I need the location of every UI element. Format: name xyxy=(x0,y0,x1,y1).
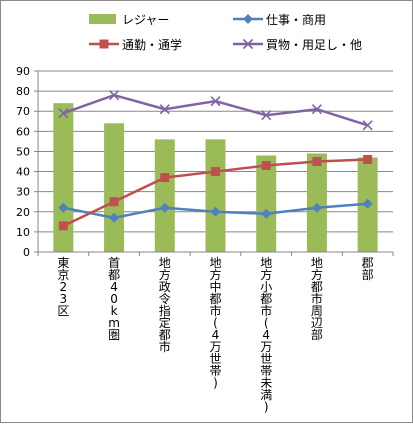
data-point xyxy=(159,104,170,115)
bar xyxy=(205,139,226,252)
bar xyxy=(256,155,277,252)
legend-marker xyxy=(243,14,253,24)
x-tick-label: 地方中都市(4 万世帯) xyxy=(209,256,221,390)
legend-label: 買物・用足し・他 xyxy=(266,38,362,52)
data-point xyxy=(312,157,322,166)
x-tick-label: 首都 4 0 k m 圏 xyxy=(108,256,120,342)
x-tick-label: 東京 2 3 区 xyxy=(57,256,69,318)
y-tick-labels: 0 10 20 30 40 50 60 70 80 90 xyxy=(16,65,30,259)
legend-item: レジャー xyxy=(89,13,169,27)
series-line xyxy=(62,93,369,127)
legend-marker xyxy=(242,38,254,50)
data-point xyxy=(311,104,322,115)
data-point xyxy=(311,202,322,213)
data-point xyxy=(362,120,373,131)
bar xyxy=(104,123,125,253)
y-tick-label: 30 xyxy=(16,186,30,199)
x-tick-label: 郡部 xyxy=(362,256,374,282)
bar xyxy=(306,153,327,252)
y-tick-label: 60 xyxy=(16,125,30,138)
data-point xyxy=(210,206,221,217)
legend-label: 仕事・商用 xyxy=(266,12,326,27)
data-point xyxy=(159,202,170,213)
data-point xyxy=(109,197,119,207)
data-point xyxy=(261,110,272,121)
y-tick-label: 40 xyxy=(16,166,30,179)
legend-swatch xyxy=(89,14,116,24)
legend-label: 通勤・通学 xyxy=(122,37,182,52)
data-point xyxy=(109,212,120,223)
y-tick-label: 80 xyxy=(16,85,30,98)
axes xyxy=(34,70,394,256)
x-tick-label: 地方小都市(4 万世帯未満) xyxy=(260,256,272,414)
bar xyxy=(53,103,74,252)
y-tick-label: 10 xyxy=(16,226,30,239)
data-point xyxy=(58,202,69,213)
data-point xyxy=(210,96,221,107)
y-tick-label: 70 xyxy=(16,105,30,118)
y-tick-label: 50 xyxy=(16,145,30,158)
legend-item: 仕事・商用 xyxy=(233,12,326,27)
legend-item: 通勤・通学 xyxy=(89,37,182,52)
data-point xyxy=(362,198,373,209)
legend-marker xyxy=(99,39,109,49)
data-point xyxy=(363,154,373,164)
data-point xyxy=(109,90,120,101)
data-point xyxy=(261,208,272,219)
y-tick-label: 0 xyxy=(23,246,30,259)
data-point xyxy=(160,173,170,183)
line-series xyxy=(58,90,373,231)
data-point xyxy=(58,108,69,119)
y-tick-label: 20 xyxy=(16,206,30,219)
x-tick-label: 地方都市周辺部 xyxy=(311,256,323,342)
bar xyxy=(154,139,175,252)
x-tick-labels: 東京 2 3 区 首都 4 0 k m 圏 地方政令指定都市 地方中都市(4 万世帯) 地方小都市(4 万世… xyxy=(57,256,373,414)
y-tick-label: 90 xyxy=(16,65,30,78)
legend-item: 買物・用足し・他 xyxy=(233,38,362,52)
data-point xyxy=(58,221,68,231)
data-point xyxy=(261,161,271,171)
legend-label: レジャー xyxy=(122,13,169,27)
x-tick-label: 地方政令指定都市 xyxy=(159,256,171,354)
data-point xyxy=(211,167,220,177)
bar-series xyxy=(53,103,378,253)
